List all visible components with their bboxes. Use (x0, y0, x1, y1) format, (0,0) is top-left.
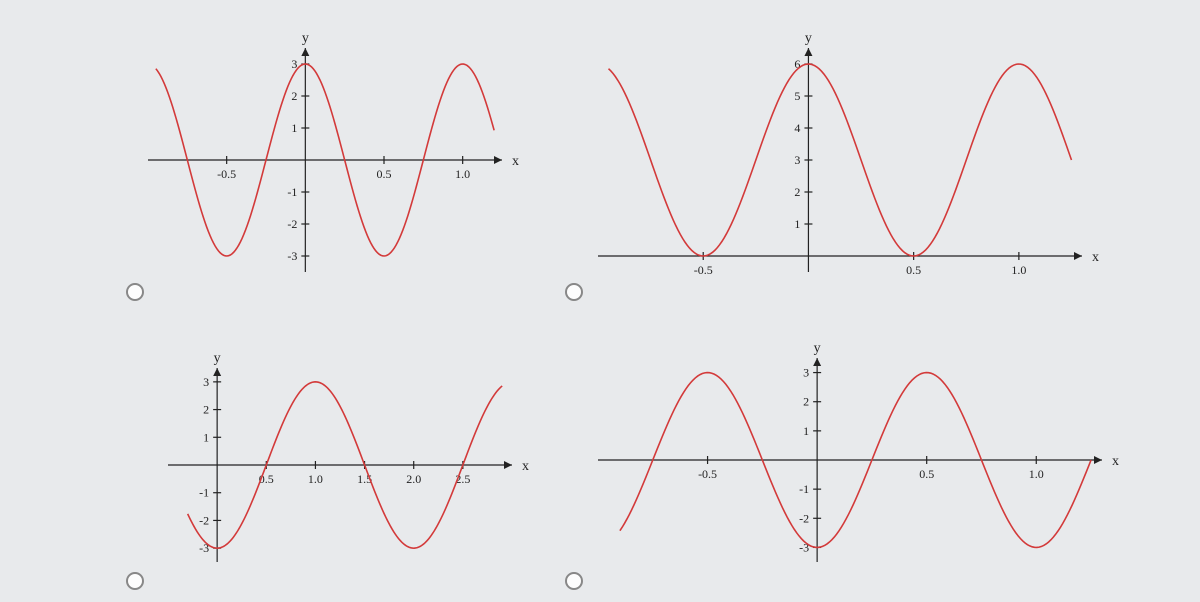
y-tick-label: -1 (199, 486, 209, 500)
x-axis-label: x (512, 154, 519, 169)
x-tick-label: 0.5 (377, 167, 392, 181)
y-tick-label: 2 (794, 185, 800, 199)
y-tick-label: 2 (291, 89, 297, 103)
x-axis-label: x (1092, 250, 1099, 265)
y-tick-label: 1 (203, 430, 209, 444)
x-tick-label: 0.5 (906, 263, 921, 277)
chart-bottom-right: x y -0.5 0.5 1.0 3 2 1 -1 -2 -3 (570, 330, 1130, 590)
y-tick-label: 3 (794, 153, 800, 167)
y-tick-label: -3 (287, 249, 297, 263)
y-tick-label: 1 (291, 121, 297, 135)
y-tick-label: 3 (203, 375, 209, 389)
y-tick-label: -1 (799, 482, 809, 496)
y-tick-label: -3 (799, 540, 809, 554)
y-axis-label: y (805, 31, 812, 46)
y-tick-label: 1 (803, 424, 809, 438)
x-axis-label: x (1112, 454, 1119, 469)
x-tick-label: 0.5 (919, 467, 934, 481)
y-axis-label: y (302, 31, 309, 46)
y-tick-label: 2 (803, 395, 809, 409)
chart-top-right: xy-0.50.51.0654321 (570, 20, 1110, 300)
chart-top-left: xy-0.50.51.0321-1-2-3 (120, 20, 530, 300)
y-tick-label: -2 (287, 217, 297, 231)
x-tick-label: -0.5 (217, 167, 236, 181)
x-tick-label: 1.0 (1029, 467, 1044, 481)
y-tick-label: 1 (794, 217, 800, 231)
x-tick-label: 1.0 (308, 472, 323, 486)
x-tick-label: 1.0 (455, 167, 470, 181)
x-tick-label: -0.5 (698, 467, 717, 481)
y-tick-label: -1 (287, 185, 297, 199)
y-tick-label: -2 (799, 511, 809, 525)
curve (609, 64, 1072, 256)
y-tick-label: -2 (199, 513, 209, 527)
y-axis-label: y (814, 341, 821, 356)
y-tick-label: -3 (199, 541, 209, 555)
x-tick-label: 2.0 (406, 472, 421, 486)
y-tick-label: 5 (794, 89, 800, 103)
x-axis-label: x (522, 459, 529, 474)
chart-bottom-left: xy0.51.01.52.02.5321-1-2-3 (140, 340, 540, 590)
x-tick-label: -0.5 (694, 263, 713, 277)
y-tick-label: 2 (203, 403, 209, 417)
y-tick-label: 4 (794, 121, 800, 135)
x-tick-label: 1.0 (1011, 263, 1026, 277)
y-tick-label: 3 (803, 366, 809, 380)
page: { "background_color": "#e8eaec", "curve_… (0, 0, 1200, 602)
y-axis-label: y (214, 351, 221, 366)
